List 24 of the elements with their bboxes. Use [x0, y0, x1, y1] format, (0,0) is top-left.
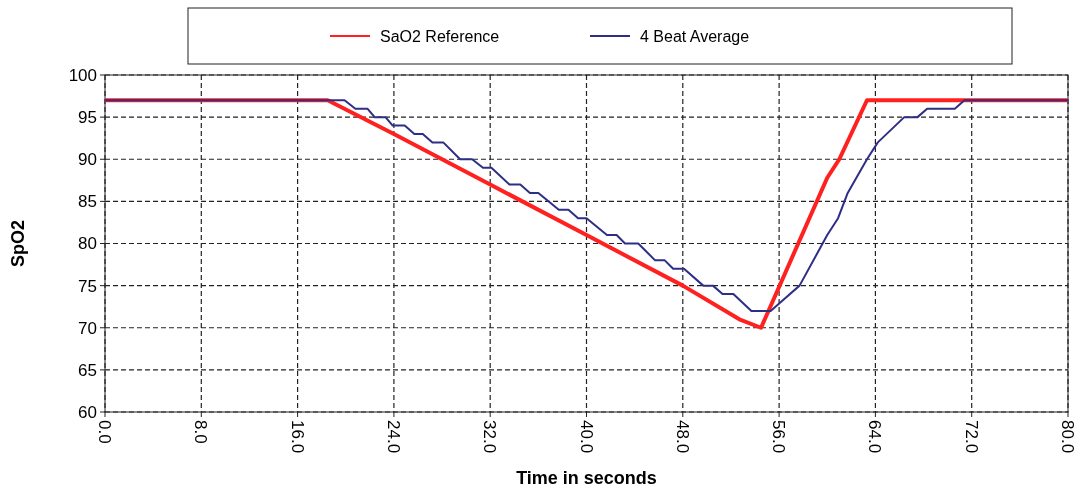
x-tick-label: 48.0	[672, 420, 692, 454]
legend-label: 4 Beat Average	[640, 27, 750, 45]
x-tick-label: 40.0	[576, 420, 596, 454]
x-tick-label: 0.0	[95, 420, 115, 444]
y-tick-label: 75	[78, 276, 97, 296]
x-tick-label: 64.0	[865, 420, 885, 454]
y-tick-label: 90	[78, 150, 97, 170]
x-tick-label: 16.0	[287, 420, 307, 454]
y-tick-label: 80	[78, 234, 97, 254]
y-tick-label: 65	[78, 360, 97, 380]
y-tick-label: 60	[78, 402, 97, 422]
y-tick-label: 70	[78, 318, 97, 338]
x-tick-label: 72.0	[961, 420, 981, 454]
x-tick-label: 56.0	[769, 420, 789, 454]
legend-label: SaO2 Reference	[380, 27, 500, 45]
y-tick-label: 100	[68, 65, 97, 85]
x-tick-label: 24.0	[383, 420, 403, 454]
x-tick-label: 80.0	[1058, 420, 1078, 454]
x-tick-label: 8.0	[191, 420, 211, 444]
y-tick-label: 85	[78, 192, 97, 212]
y-tick-label: 95	[78, 108, 97, 128]
x-axis-title: Time in seconds	[516, 468, 657, 488]
x-tick-label: 32.0	[480, 420, 500, 454]
y-axis-title: SpO2	[8, 219, 28, 268]
